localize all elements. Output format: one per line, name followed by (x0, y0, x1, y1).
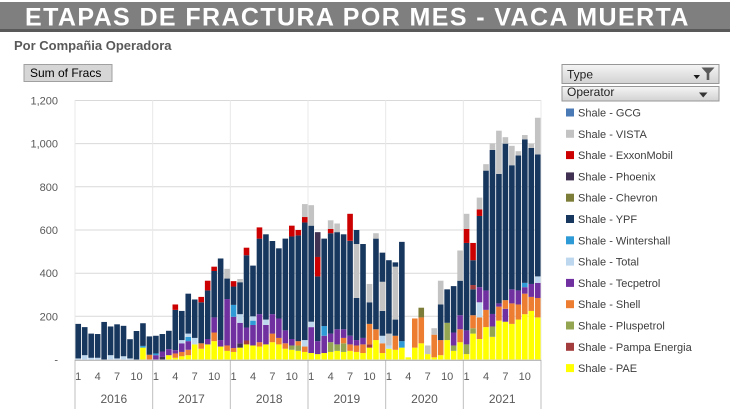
svg-text:7: 7 (269, 371, 275, 383)
svg-text:4: 4 (250, 371, 256, 383)
svg-text:600: 600 (40, 225, 58, 237)
svg-text:2020: 2020 (411, 392, 438, 406)
svg-text:-: - (54, 355, 58, 367)
svg-text:1: 1 (386, 371, 392, 383)
svg-text:800: 800 (40, 182, 58, 194)
svg-text:Type: Type (567, 68, 593, 82)
svg-text:2017: 2017 (178, 392, 205, 406)
svg-text:7: 7 (192, 371, 198, 383)
svg-text:7: 7 (502, 371, 508, 383)
svg-text:Shale - Wintershall: Shale - Wintershall (578, 235, 670, 247)
svg-text:10: 10 (363, 371, 375, 383)
svg-text:4: 4 (172, 371, 178, 383)
svg-text:1,200: 1,200 (30, 96, 58, 108)
svg-text:2019: 2019 (333, 392, 360, 406)
svg-text:ETAPAS DE FRACTURA POR MES -: ETAPAS DE FRACTURA POR MES - VACA MUERTA (25, 4, 690, 32)
svg-text:10: 10 (208, 371, 220, 383)
svg-text:Shale - Total: Shale - Total (578, 257, 639, 269)
svg-text:Por Compañia Operadora: Por Compañia Operadora (14, 38, 172, 53)
svg-text:Operator: Operator (567, 85, 614, 99)
svg-text:2021: 2021 (489, 392, 516, 406)
svg-text:7: 7 (114, 371, 120, 383)
svg-text:Shale - PAE: Shale - PAE (578, 363, 637, 375)
svg-text:10: 10 (519, 371, 531, 383)
svg-text:Shale - Tecpetrol: Shale - Tecpetrol (578, 278, 660, 290)
svg-text:7: 7 (347, 371, 353, 383)
svg-text:1: 1 (75, 371, 81, 383)
svg-text:Sum of Fracs: Sum of Fracs (30, 66, 101, 80)
svg-text:Shale - Pluspetrol: Shale - Pluspetrol (578, 321, 665, 333)
svg-text:Shale - Phoenix: Shale - Phoenix (578, 171, 656, 183)
svg-text:Shale - ExxonMobil: Shale - ExxonMobil (578, 150, 673, 162)
svg-text:10: 10 (286, 371, 298, 383)
svg-text:400: 400 (40, 268, 58, 280)
svg-text:2016: 2016 (100, 392, 127, 406)
svg-text:4: 4 (328, 371, 334, 383)
svg-text:Shale - Pampa Energia: Shale - Pampa Energia (578, 342, 693, 354)
svg-text:4: 4 (405, 371, 411, 383)
svg-text:4: 4 (95, 371, 101, 383)
svg-text:200: 200 (40, 311, 58, 323)
svg-text:2018: 2018 (256, 392, 283, 406)
svg-text:4: 4 (483, 371, 489, 383)
svg-text:Shale - YPF: Shale - YPF (578, 214, 637, 226)
svg-text:10: 10 (441, 371, 453, 383)
svg-text:1: 1 (153, 371, 159, 383)
svg-text:Shale - Shell: Shale - Shell (578, 299, 640, 311)
svg-text:Shale - GCG: Shale - GCG (578, 108, 641, 120)
svg-text:7: 7 (425, 371, 431, 383)
svg-text:1: 1 (464, 371, 470, 383)
svg-text:1: 1 (308, 371, 314, 383)
svg-text:1,000: 1,000 (30, 139, 58, 151)
svg-text:Shale - VISTA: Shale - VISTA (578, 129, 648, 141)
svg-text:1: 1 (231, 371, 237, 383)
svg-text:10: 10 (130, 371, 142, 383)
svg-text:Shale - Chevron: Shale - Chevron (578, 193, 658, 205)
